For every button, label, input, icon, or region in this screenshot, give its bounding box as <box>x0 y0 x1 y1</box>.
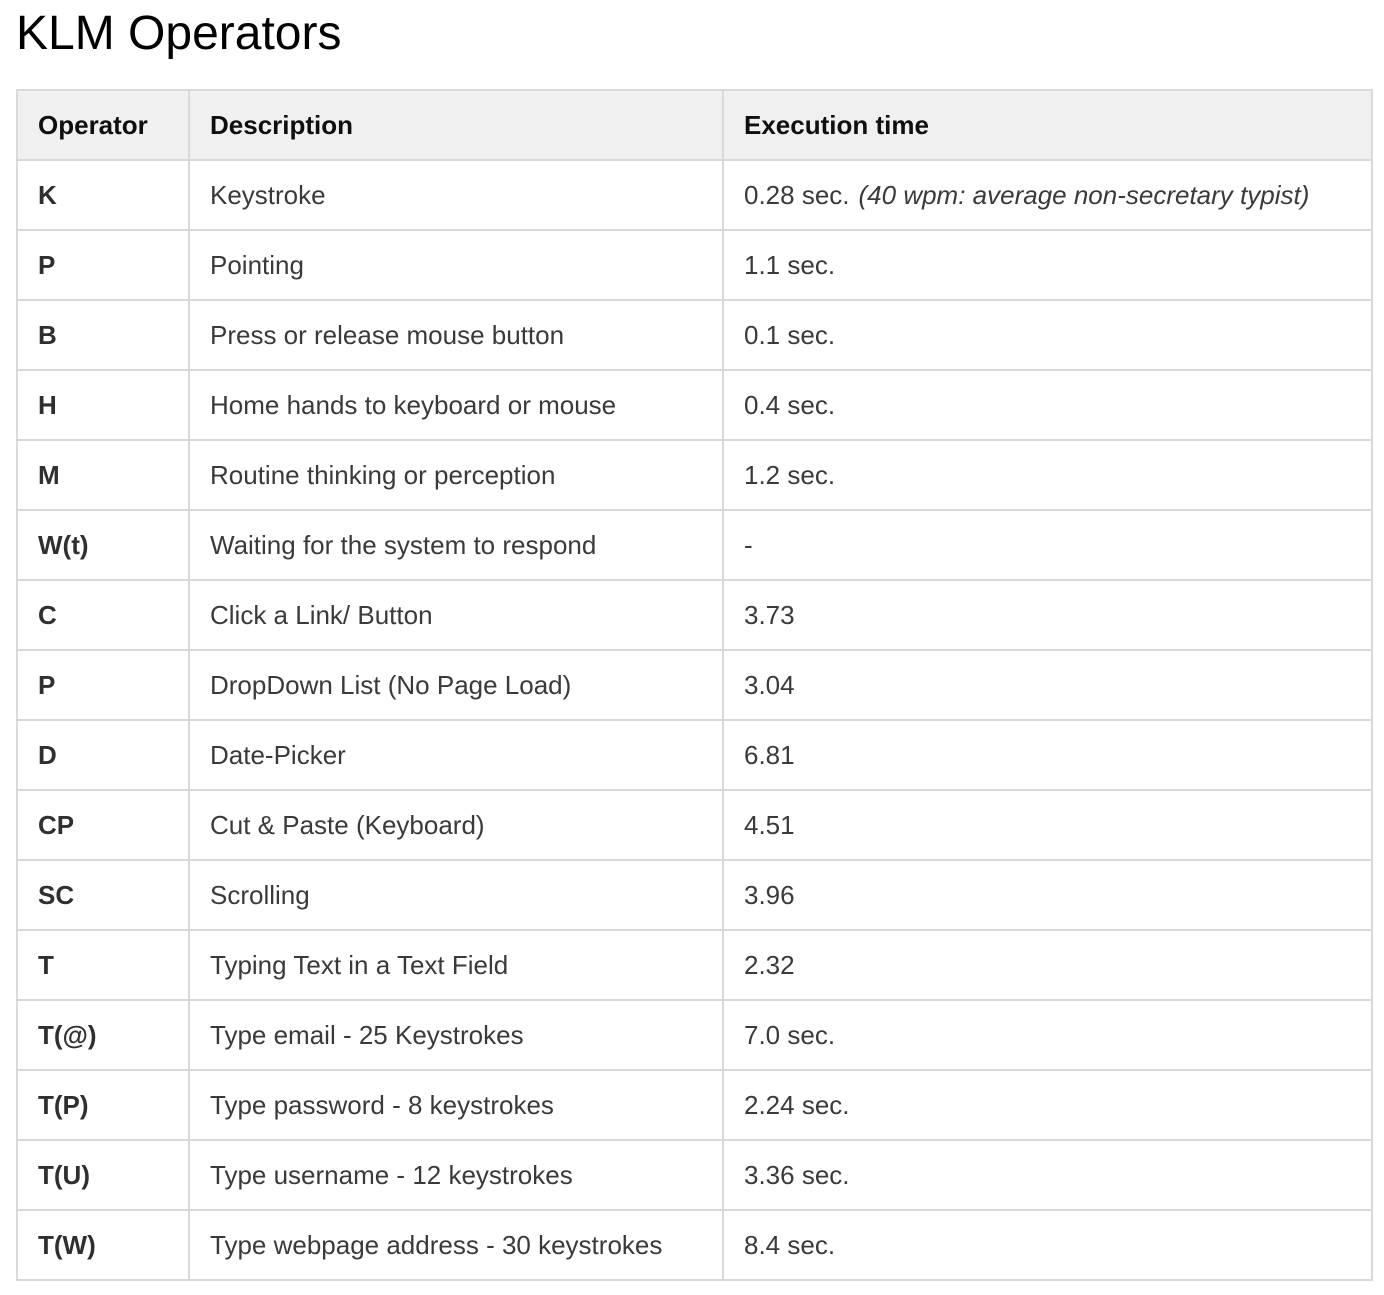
time-cell: 2.32 <box>722 929 1373 1002</box>
description-cell: Routine thinking or perception <box>188 439 724 512</box>
table-row: T(U) Type username - 12 keystrokes 3.36 … <box>16 1139 1373 1212</box>
time-value: 3.96 <box>744 880 795 911</box>
operator-cell: H <box>16 369 190 442</box>
operator-cell: CP <box>16 789 190 862</box>
table-row: T Typing Text in a Text Field 2.32 <box>16 929 1373 1002</box>
time-value: 1.1 sec. <box>744 250 836 281</box>
table-row: B Press or release mouse button 0.1 sec. <box>16 299 1373 372</box>
klm-operators-table: Operator Description Execution time K Ke… <box>16 89 1373 1282</box>
table-row: D Date-Picker 6.81 <box>16 719 1373 792</box>
table-row: SC Scrolling 3.96 <box>16 859 1373 932</box>
description-cell: Type webpage address - 30 keystrokes <box>188 1209 724 1282</box>
time-value: 0.4 sec. <box>744 390 836 421</box>
table-row: W(t) Waiting for the system to respond - <box>16 509 1373 582</box>
column-header-description: Description <box>188 89 724 162</box>
description-cell: DropDown List (No Page Load) <box>188 649 724 722</box>
operator-cell: P <box>16 649 190 722</box>
page-title: KLM Operators <box>16 7 342 60</box>
operator-cell: B <box>16 299 190 372</box>
operator-cell: T(@) <box>16 999 190 1072</box>
column-header-execution-time: Execution time <box>722 89 1373 162</box>
table-row: T(W) Type webpage address - 30 keystroke… <box>16 1209 1373 1282</box>
operator-cell: T(U) <box>16 1139 190 1212</box>
time-cell: 6.81 <box>722 719 1373 792</box>
time-value: 0.28 sec. <box>744 180 850 211</box>
time-value: 3.73 <box>744 600 795 631</box>
description-cell: Date-Picker <box>188 719 724 792</box>
time-cell: 2.24 sec. <box>722 1069 1373 1142</box>
description-cell: Type username - 12 keystrokes <box>188 1139 724 1212</box>
time-cell: 3.36 sec. <box>722 1139 1373 1212</box>
description-cell: Scrolling <box>188 859 724 932</box>
table-row: C Click a Link/ Button 3.73 <box>16 579 1373 652</box>
time-value: - <box>744 530 753 561</box>
time-cell: 3.96 <box>722 859 1373 932</box>
operator-cell: W(t) <box>16 509 190 582</box>
time-value: 8.4 sec. <box>744 1230 836 1261</box>
description-cell: Type email - 25 Keystrokes <box>188 999 724 1072</box>
description-cell: Home hands to keyboard or mouse <box>188 369 724 442</box>
time-value: 0.1 sec. <box>744 320 836 351</box>
time-cell: 3.04 <box>722 649 1373 722</box>
description-cell: Click a Link/ Button <box>188 579 724 652</box>
operator-cell: P <box>16 229 190 302</box>
time-value: 4.51 <box>744 810 795 841</box>
time-cell: 3.73 <box>722 579 1373 652</box>
table-row: T(@) Type email - 25 Keystrokes 7.0 sec. <box>16 999 1373 1072</box>
operator-cell: K <box>16 159 190 232</box>
description-cell: Waiting for the system to respond <box>188 509 724 582</box>
description-cell: Type password - 8 keystrokes <box>188 1069 724 1142</box>
table-row: P DropDown List (No Page Load) 3.04 <box>16 649 1373 722</box>
table-header-row: Operator Description Execution time <box>16 89 1373 162</box>
operator-cell: M <box>16 439 190 512</box>
operator-cell: D <box>16 719 190 792</box>
time-cell: - <box>722 509 1373 582</box>
operator-cell: C <box>16 579 190 652</box>
time-cell: 1.2 sec. <box>722 439 1373 512</box>
table-row: M Routine thinking or perception 1.2 sec… <box>16 439 1373 512</box>
time-value: 2.24 sec. <box>744 1090 850 1121</box>
description-cell: Keystroke <box>188 159 724 232</box>
time-value: 2.32 <box>744 950 795 981</box>
time-value: 3.36 sec. <box>744 1160 850 1191</box>
operator-cell: T(W) <box>16 1209 190 1282</box>
description-cell: Pointing <box>188 229 724 302</box>
time-note: (40 wpm: average non-secretary typist) <box>858 180 1310 211</box>
time-cell: 0.1 sec. <box>722 299 1373 372</box>
description-cell: Typing Text in a Text Field <box>188 929 724 1002</box>
time-value: 1.2 sec. <box>744 460 836 491</box>
table-row: CP Cut & Paste (Keyboard) 4.51 <box>16 789 1373 862</box>
table-row: H Home hands to keyboard or mouse 0.4 se… <box>16 369 1373 442</box>
time-value: 3.04 <box>744 670 795 701</box>
operator-cell: T(P) <box>16 1069 190 1142</box>
operator-cell: T <box>16 929 190 1002</box>
time-value: 7.0 sec. <box>744 1020 836 1051</box>
table-row: T(P) Type password - 8 keystrokes 2.24 s… <box>16 1069 1373 1142</box>
time-cell: 7.0 sec. <box>722 999 1373 1072</box>
table-row: K Keystroke 0.28 sec. (40 wpm: average no… <box>16 159 1373 232</box>
time-cell: 0.28 sec. (40 wpm: average non-secretary … <box>722 159 1373 232</box>
description-cell: Press or release mouse button <box>188 299 724 372</box>
table-row: P Pointing 1.1 sec. <box>16 229 1373 302</box>
time-cell: 8.4 sec. <box>722 1209 1373 1282</box>
operator-cell: SC <box>16 859 190 932</box>
time-cell: 4.51 <box>722 789 1373 862</box>
time-cell: 1.1 sec. <box>722 229 1373 302</box>
column-header-operator: Operator <box>16 89 190 162</box>
time-cell: 0.4 sec. <box>722 369 1373 442</box>
description-cell: Cut & Paste (Keyboard) <box>188 789 724 862</box>
time-value: 6.81 <box>744 740 795 771</box>
